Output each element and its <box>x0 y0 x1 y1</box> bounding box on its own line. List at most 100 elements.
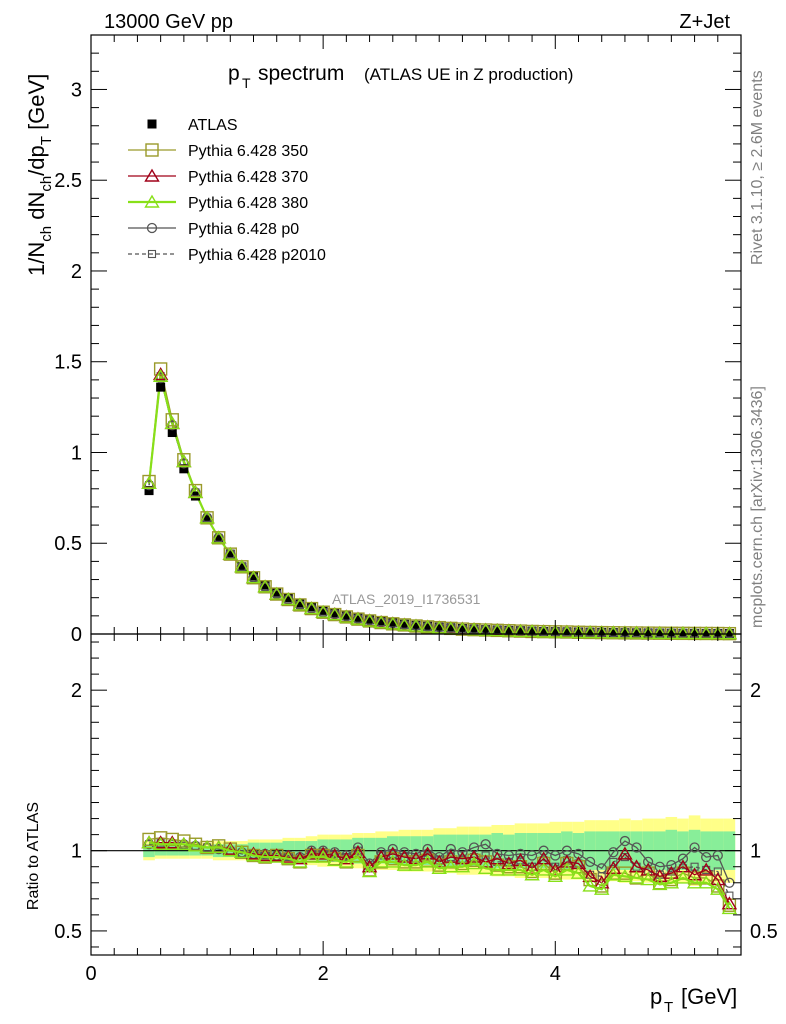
ratio-point-p380 <box>164 836 180 850</box>
ratio-point-p0 <box>480 839 491 850</box>
ratio-point-p370 <box>652 868 668 883</box>
legend-label-p380: Pythia 6.428 380 <box>188 195 308 212</box>
atlas-point <box>539 626 549 636</box>
main-point-p380 <box>628 625 645 639</box>
atlas-point <box>318 605 328 615</box>
main-point-p380 <box>419 619 436 633</box>
atlas-point <box>655 628 665 638</box>
main-panel: ATLAS_2019_I1736531 <box>141 362 738 641</box>
main-point-p350 <box>188 483 203 498</box>
ratio-point-p380 <box>617 868 633 883</box>
atlas-point <box>283 593 293 603</box>
ratio-point-p350 <box>722 898 737 912</box>
ratio-point-p0 <box>596 863 607 874</box>
ratio-point-p380 <box>454 859 471 873</box>
ratio-point-p380 <box>431 860 447 875</box>
ratio-point-p370 <box>222 841 239 855</box>
main-point-p350 <box>142 474 156 489</box>
ratio-point-p370 <box>268 848 285 862</box>
ratio-point-p380 <box>628 870 645 884</box>
atlas-point <box>353 613 363 623</box>
ratio-y-tick-label: 2 <box>71 680 82 702</box>
ratio-point-p380 <box>234 844 250 858</box>
ratio-point-p380 <box>257 849 273 863</box>
main-y-tick-label: 1.5 <box>54 352 82 374</box>
main-point-p380 <box>652 625 668 639</box>
atlas-point <box>446 623 456 633</box>
ratio-point-p380 <box>466 856 482 870</box>
main-point-p380 <box>721 626 738 640</box>
ratio-point-p370 <box>292 851 308 865</box>
atlas-point <box>701 628 711 638</box>
legend-marker-p380 <box>144 194 160 208</box>
ratio-point-p380 <box>222 843 239 857</box>
main-point-p380 <box>234 559 250 573</box>
ratio-point-p370 <box>315 846 331 860</box>
ratio-point-p370 <box>466 849 482 863</box>
atlas-point <box>399 619 409 629</box>
main-point-p380 <box>489 623 505 637</box>
ratio-point-p380 <box>605 867 622 881</box>
ratio-point-p380 <box>710 881 726 895</box>
ratio-point-p380 <box>176 836 192 850</box>
ratio-point-p380 <box>582 878 598 892</box>
ratio-point-p370 <box>408 851 424 865</box>
ratio-point-p0 <box>701 851 712 863</box>
ratio-point-p380 <box>652 877 668 891</box>
atlas-point <box>237 562 247 572</box>
watermark: ATLAS_2019_I1736531 <box>332 591 481 607</box>
title-word: spectrum <box>258 62 344 85</box>
ratio-point-p380 <box>385 854 401 868</box>
atlas-point <box>249 571 258 581</box>
ratio-point-p0 <box>584 856 596 868</box>
main-point-p350 <box>153 362 168 376</box>
ratio-point-p380 <box>152 836 169 850</box>
atlas-point <box>179 464 189 474</box>
main-point-p380 <box>141 475 157 490</box>
atlas-point <box>365 615 375 625</box>
main-point-p380 <box>210 530 227 544</box>
ratio-point-p380 <box>501 862 517 876</box>
ratio-point-p370 <box>477 854 494 868</box>
ratio-point-p370 <box>698 862 714 876</box>
ratio-point-p2010 <box>609 857 618 866</box>
atlas-point <box>585 627 595 637</box>
atlas-point <box>295 598 305 608</box>
ratio-point-p380 <box>373 854 389 868</box>
ratio-point-p380 <box>512 862 529 876</box>
ratio-point-p370 <box>431 854 447 868</box>
main-point-p380 <box>605 625 622 639</box>
main-point-p380 <box>361 613 378 627</box>
main-y-tick-label: 0.5 <box>54 533 82 555</box>
main-point-p380 <box>396 617 413 631</box>
ratio-point-p0 <box>445 843 456 855</box>
main-point-p380 <box>373 615 389 629</box>
header-left: 13000 GeV pp <box>104 11 233 33</box>
main-point-p380 <box>512 623 529 637</box>
ratio-point-p380 <box>268 849 285 863</box>
atlas-point <box>214 535 224 545</box>
main-point-p380 <box>559 624 575 638</box>
title-p: p <box>228 62 240 85</box>
legend-label-p350: Pythia 6.428 350 <box>188 143 308 160</box>
main-ylabel: 1/Nch dNch/dpT [GeV] <box>24 74 55 276</box>
ratio-point-p380 <box>443 859 459 873</box>
ratio-point-p0 <box>550 850 561 861</box>
legend-label-atlas: ATLAS <box>188 117 238 134</box>
ratio-point-p380 <box>187 838 204 852</box>
atlas-point <box>632 628 642 638</box>
main-point-p380 <box>535 624 552 638</box>
ratio-point-p0 <box>608 847 619 858</box>
main-point-p380 <box>280 592 297 606</box>
main-y-tick-label: 2.5 <box>54 170 82 192</box>
header-right: Z+Jet <box>679 11 730 33</box>
legend-label-p370: Pythia 6.428 370 <box>188 169 308 186</box>
ratio-point-p380 <box>686 875 703 889</box>
ratio-point-p380 <box>245 848 262 862</box>
main-title: p T spectrum (ATLAS UE in Z production) <box>228 62 573 91</box>
ratio-point-p370 <box>686 867 703 881</box>
main-point-p350 <box>165 413 179 427</box>
ratio-point-p380 <box>547 868 564 883</box>
atlas-point <box>423 621 433 631</box>
ratio-point-p380 <box>721 901 738 915</box>
